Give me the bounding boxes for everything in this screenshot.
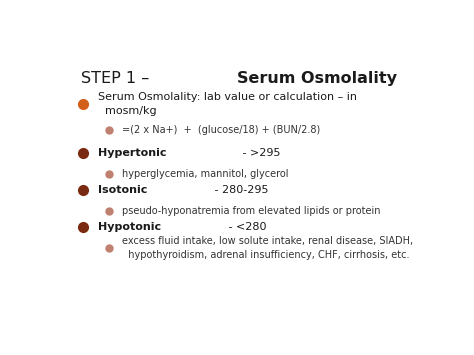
Text: STEP 1 –: STEP 1 – bbox=[82, 71, 155, 86]
Text: - <280: - <280 bbox=[225, 222, 266, 232]
FancyBboxPatch shape bbox=[52, 37, 434, 321]
Text: excess fluid intake, low solute intake, renal disease, SIADH,
  hypothyroidism, : excess fluid intake, low solute intake, … bbox=[122, 236, 413, 260]
Text: - 280-295: - 280-295 bbox=[210, 185, 268, 195]
Text: Serum Osmolality: Serum Osmolality bbox=[237, 71, 397, 86]
Text: Hypotonic: Hypotonic bbox=[98, 222, 161, 232]
Text: Isotonic: Isotonic bbox=[98, 185, 147, 195]
Text: =(2 x Na+)  +  (glucose/18) + (BUN/2.8): =(2 x Na+) + (glucose/18) + (BUN/2.8) bbox=[122, 125, 320, 135]
Text: Hypertonic: Hypertonic bbox=[98, 148, 166, 158]
Text: pseudo-hyponatremia from elevated lipids or protein: pseudo-hyponatremia from elevated lipids… bbox=[122, 206, 380, 216]
Text: Serum Osmolality: lab value or calculation – in
  mosm/kg: Serum Osmolality: lab value or calculati… bbox=[98, 92, 357, 116]
Text: hyperglycemia, mannitol, glycerol: hyperglycemia, mannitol, glycerol bbox=[122, 169, 288, 179]
Text: - >295: - >295 bbox=[239, 148, 281, 158]
